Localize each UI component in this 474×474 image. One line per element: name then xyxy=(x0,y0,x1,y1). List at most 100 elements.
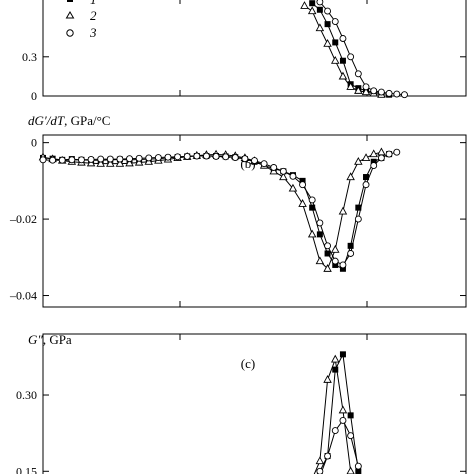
panel-a-frame xyxy=(42,0,467,97)
panel-c-x-ticks xyxy=(42,334,467,340)
data-point-series-3 xyxy=(202,152,210,160)
series-1-line xyxy=(311,2,390,96)
data-point-series-2 xyxy=(315,23,325,32)
data-point-series-2 xyxy=(279,172,288,181)
data-point-series-1 xyxy=(332,39,339,46)
data-point-series-3 xyxy=(316,219,324,227)
data-point-series-1 xyxy=(332,366,339,373)
series-2-line xyxy=(304,5,382,96)
data-point-series-2 xyxy=(125,158,134,167)
data-point-series-2 xyxy=(354,86,363,94)
data-point-series-1 xyxy=(316,231,323,238)
legend-label-3: 3 xyxy=(89,25,97,40)
panel-c-y-ticks: 0.30 0.15 xyxy=(16,388,466,474)
data-point-series-3 xyxy=(183,152,191,160)
data-point-series-3 xyxy=(49,156,57,164)
data-point-series-3 xyxy=(339,261,347,269)
data-point-series-3 xyxy=(331,427,339,435)
panel-c-y-axis-label: G″, GPa xyxy=(28,332,72,347)
data-point-series-3 xyxy=(393,90,401,98)
legend-marker-square xyxy=(67,0,73,2)
data-point-series-2 xyxy=(323,38,332,47)
data-point-series-2 xyxy=(134,157,144,166)
data-point-series-3 xyxy=(393,148,401,156)
panel-b-y-axis-label-symbol: dG′/dT xyxy=(28,113,65,128)
data-point-series-3 xyxy=(251,157,258,165)
data-point-series-3 xyxy=(87,156,95,163)
data-point-series-2 xyxy=(106,158,115,167)
data-point-series-2 xyxy=(115,158,125,167)
panel-b-y-axis-label-unit: , GPa/°C xyxy=(64,113,110,128)
data-point-series-3 xyxy=(308,196,316,204)
data-point-series-3 xyxy=(401,91,408,99)
data-point-series-2 xyxy=(369,149,378,158)
data-point-series-3 xyxy=(164,153,172,161)
data-point-series-3 xyxy=(241,155,249,163)
series-3-line xyxy=(42,151,397,266)
data-point-series-3 xyxy=(354,462,362,470)
data-point-series-3 xyxy=(362,83,370,91)
data-point-series-3 xyxy=(97,155,105,163)
data-point-series-3 xyxy=(370,162,378,170)
data-point-series-3 xyxy=(331,18,339,25)
data-point-series-2 xyxy=(288,183,298,192)
data-point-series-1 xyxy=(370,158,377,165)
data-point-series-3 xyxy=(339,35,347,42)
data-point-series-1 xyxy=(355,204,362,211)
legend-marker-circle xyxy=(66,29,74,37)
legend-entry-2: 2 xyxy=(65,8,97,23)
data-point-series-1 xyxy=(309,204,316,211)
panel-c-frame xyxy=(42,333,467,474)
panel-a-y-ticks: 00.3 xyxy=(22,50,466,103)
data-point-series-3 xyxy=(260,160,268,168)
data-point-series-1 xyxy=(339,57,346,64)
data-point-series-2 xyxy=(330,55,340,64)
data-point-series-2 xyxy=(377,147,386,156)
data-point-series-3 xyxy=(324,242,332,250)
data-point-series-3 xyxy=(279,167,287,175)
data-point-series-2 xyxy=(330,354,340,363)
panel-b: dG′/dT, GPa/°C (b) 0–0.02–0.04 xyxy=(9,113,467,308)
data-point-series-2 xyxy=(354,157,363,165)
data-point-series-3 xyxy=(385,150,393,158)
legend-marker-triangle xyxy=(65,11,75,19)
panel-b-y-ticks: 0 –0.02 –0.04 xyxy=(9,136,466,303)
data-point-series-3 xyxy=(135,154,143,162)
data-point-series-3 xyxy=(106,155,114,163)
data-point-series-1 xyxy=(363,174,370,181)
data-point-series-3 xyxy=(339,416,347,424)
panel-a: 00.3 1 2 3 xyxy=(22,0,467,103)
data-point-series-1 xyxy=(324,21,331,28)
data-point-series-3 xyxy=(324,7,332,15)
data-point-series-2 xyxy=(330,244,340,253)
panel-b-series xyxy=(38,147,401,272)
data-point-series-3 xyxy=(377,154,385,162)
data-point-series-3 xyxy=(354,215,362,223)
data-point-series-3 xyxy=(289,172,297,180)
data-point-series-1 xyxy=(347,242,354,249)
panel-c: G″, GPa (c) 0.30 0.15 xyxy=(16,332,467,474)
data-point-series-1 xyxy=(309,0,316,7)
data-point-series-3 xyxy=(347,432,355,440)
y-tick-label: 0.15 xyxy=(16,464,37,474)
data-point-series-1 xyxy=(355,468,362,474)
data-point-series-3 xyxy=(78,156,85,164)
data-point-series-1 xyxy=(339,265,346,272)
data-point-series-2 xyxy=(315,256,325,265)
data-point-series-3 xyxy=(347,53,355,61)
legend-entry-1: 1 xyxy=(67,0,97,7)
data-point-series-3 xyxy=(377,88,385,96)
data-point-series-2 xyxy=(307,229,317,238)
data-point-series-1 xyxy=(324,250,331,257)
legend: 1 2 3 xyxy=(65,0,97,40)
data-point-series-3 xyxy=(231,154,239,162)
data-point-series-3 xyxy=(212,152,220,160)
data-point-series-3 xyxy=(331,257,339,265)
data-point-series-2 xyxy=(346,466,355,474)
data-point-series-3 xyxy=(362,181,370,189)
data-point-series-3 xyxy=(154,154,162,162)
data-point-series-3 xyxy=(354,70,362,78)
y-tick-label: –0.02 xyxy=(9,212,37,226)
data-point-series-3 xyxy=(193,152,201,160)
